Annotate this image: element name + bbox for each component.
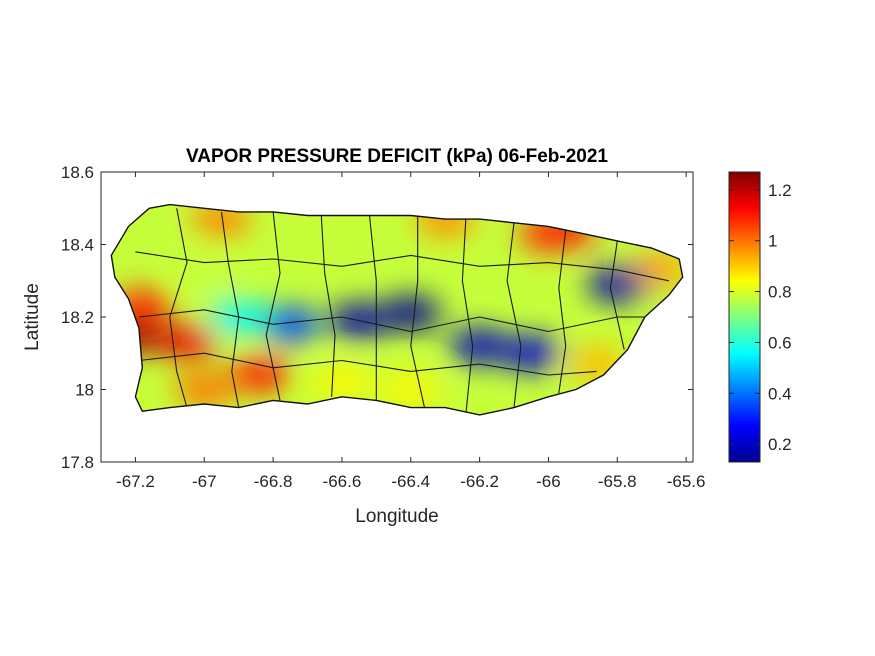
y-axis-ticks: 17.8 18 18.2 18.4 18.6: [61, 163, 693, 472]
vpd-cell-4: [174, 371, 235, 408]
y-tick-label: 18.4: [61, 236, 94, 255]
colorbar-tick-label: 1: [768, 232, 777, 251]
vpd-cell-15: [587, 266, 648, 303]
y-axis-label: Latitude: [22, 283, 43, 351]
municipal-boundary-10: [135, 251, 670, 282]
y-tick-label: 18.6: [61, 163, 94, 182]
coastline: [110, 203, 684, 416]
y-tick-label: 18.2: [61, 308, 94, 327]
municipal-boundary-4: [368, 215, 377, 401]
x-tick-label: -66.6: [323, 472, 362, 491]
x-tick-label: -66.4: [391, 472, 430, 491]
colorbar-tick-label: 0.2: [768, 435, 792, 454]
colorbar-tick-label: 0.4: [768, 384, 792, 403]
x-tick-label: -67: [192, 472, 217, 491]
map-title: VAPOR PRESSURE DEFICIT (kPa) 06-Feb-2021: [186, 146, 608, 167]
vpd-cell-13: [449, 328, 510, 364]
municipal-boundaries: [135, 208, 670, 415]
municipal-boundary-7: [506, 222, 522, 408]
municipal-boundary-5: [410, 215, 426, 408]
vpd-cell-18: [174, 251, 235, 288]
municipal-boundary-8: [558, 229, 567, 394]
municipal-boundary-11: [138, 309, 645, 333]
x-tick-label: -66.8: [254, 472, 293, 491]
vpd-cell-3: [229, 357, 290, 393]
x-tick-label: -67.2: [116, 472, 155, 491]
y-tick-label: 18: [75, 381, 94, 400]
vpd-cell-16: [260, 306, 321, 343]
municipal-boundary-12: [138, 352, 597, 376]
x-tick-label: -65.6: [667, 472, 706, 491]
x-axis-label: Longitude: [355, 506, 438, 527]
y-tick-label: 17.8: [61, 453, 94, 472]
x-tick-label: -66: [536, 472, 561, 491]
colorbar-tick-label: 0.8: [768, 283, 792, 302]
colorbar-ticks: 0.2 0.4 0.6 0.8 1 1.2: [729, 181, 792, 454]
vpd-cell-12: [380, 295, 441, 332]
vpd-cell-20: [380, 371, 441, 408]
x-tick-label: -65.8: [598, 472, 637, 491]
municipal-boundary-3: [320, 215, 336, 397]
colorbar: [728, 171, 761, 463]
municipal-boundary-9: [609, 240, 625, 350]
x-axis-ticks: -67.2 -67 -66.8 -66.6 -66.4 -66.2 -66 -65.8 -65.…: [116, 172, 705, 491]
municipal-boundary-0: [169, 208, 188, 408]
colorbar-tick-label: 0.6: [768, 333, 792, 352]
colorbar-tick-label: 1.2: [768, 181, 792, 200]
vpd-field: [111, 204, 683, 415]
vpd-cell-14: [501, 335, 562, 372]
vpd-cell-19: [311, 364, 372, 401]
x-tick-label: -66.2: [460, 472, 499, 491]
municipal-boundary-6: [461, 219, 474, 415]
